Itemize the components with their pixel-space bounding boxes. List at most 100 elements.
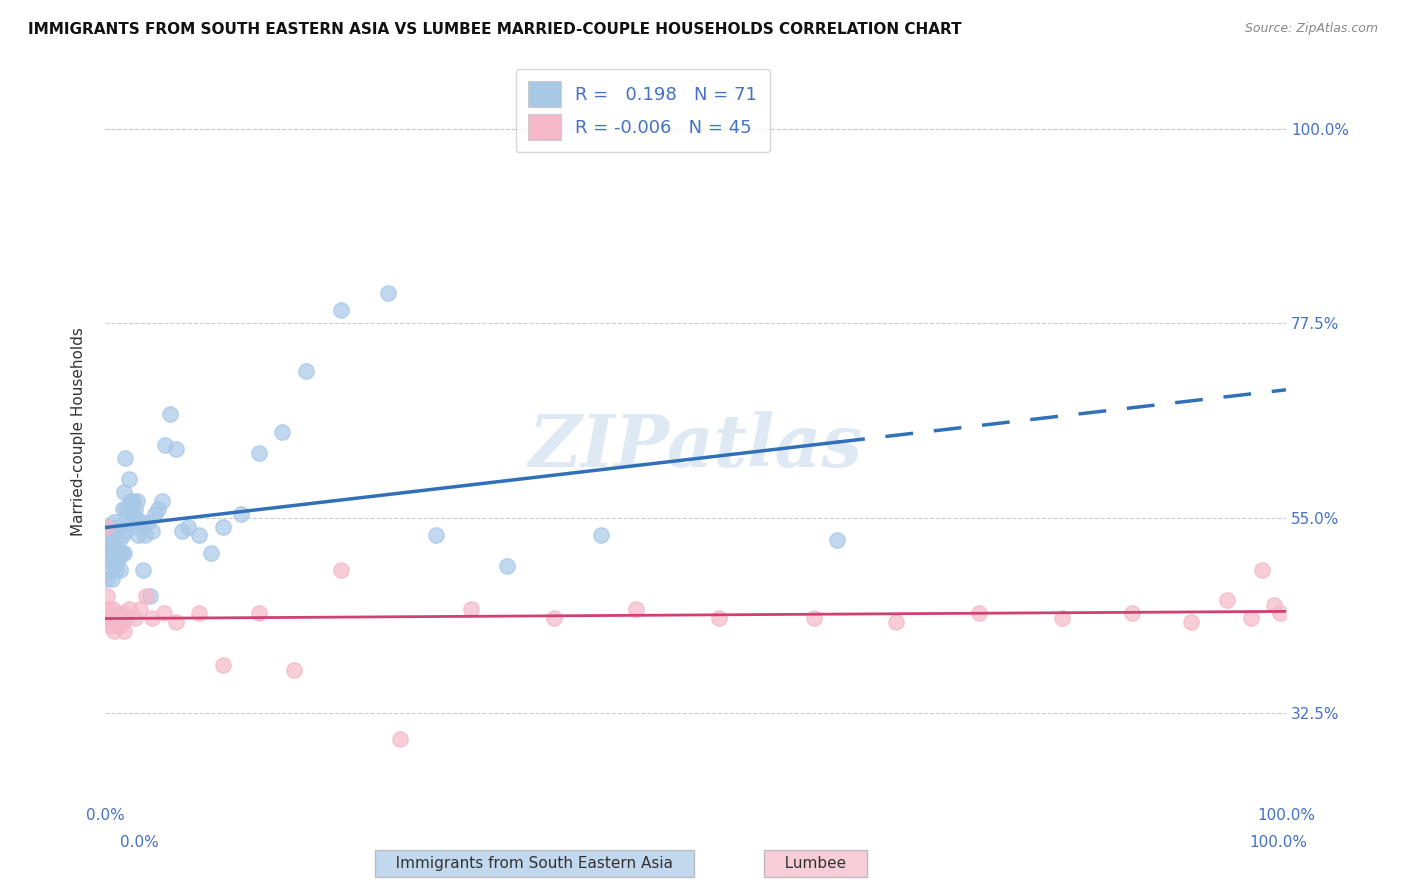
Point: [120, 507, 142, 521]
Point: [101, 537, 124, 551]
Point: [110, 546, 132, 560]
Point: [134, 528, 156, 542]
Point: [125, 493, 148, 508]
Point: [626, 602, 648, 616]
Point: [247, 446, 270, 460]
Point: [104, 541, 127, 556]
Point: [100, 610, 122, 624]
Point: [108, 550, 131, 565]
Point: [97, 602, 120, 616]
Point: [543, 610, 565, 624]
Point: [294, 364, 316, 378]
Point: [1251, 563, 1274, 577]
Point: [103, 516, 125, 530]
Text: IMMIGRANTS FROM SOUTH EASTERN ASIA VS LUMBEE MARRIED-COUPLE HOUSEHOLDS CORRELATI: IMMIGRANTS FROM SOUTH EASTERN ASIA VS LU…: [28, 22, 962, 37]
Point: [97, 520, 120, 534]
Point: [115, 502, 138, 516]
Point: [153, 607, 176, 621]
Point: [135, 589, 157, 603]
Point: [96, 572, 118, 586]
Point: [967, 607, 990, 621]
Point: [103, 602, 125, 616]
Point: [98, 554, 121, 568]
Point: [104, 610, 127, 624]
Point: [176, 520, 198, 534]
Point: [1268, 607, 1291, 621]
Point: [107, 520, 129, 534]
Point: [112, 624, 135, 638]
Point: [1121, 607, 1143, 621]
Point: [1263, 598, 1285, 612]
Point: [141, 524, 163, 538]
Point: [124, 502, 146, 516]
Point: [105, 615, 128, 629]
Text: Immigrants from South Eastern Asia: Immigrants from South Eastern Asia: [381, 856, 688, 871]
Point: [495, 558, 517, 573]
Point: [884, 615, 907, 629]
Text: Source: ZipAtlas.com: Source: ZipAtlas.com: [1244, 22, 1378, 36]
Point: [212, 658, 235, 673]
Point: [121, 516, 143, 530]
Point: [188, 528, 211, 542]
Point: [330, 303, 353, 318]
Point: [271, 425, 294, 439]
Point: [141, 610, 163, 624]
Point: [707, 610, 730, 624]
Point: [110, 615, 132, 629]
Point: [110, 610, 132, 624]
Point: [98, 619, 121, 633]
Point: [110, 563, 132, 577]
Point: [188, 607, 211, 621]
Point: [1050, 610, 1073, 624]
Point: [330, 563, 353, 577]
Point: [108, 619, 131, 633]
Point: [165, 442, 187, 456]
Point: [165, 615, 187, 629]
Point: [377, 286, 399, 301]
Point: [96, 537, 118, 551]
Point: [170, 524, 193, 538]
Legend: R =   0.198   N = 71, R = -0.006   N = 45: R = 0.198 N = 71, R = -0.006 N = 45: [516, 69, 769, 153]
Point: [212, 520, 235, 534]
Point: [159, 407, 181, 421]
Point: [107, 615, 129, 629]
Point: [139, 589, 162, 603]
Point: [283, 663, 305, 677]
Point: [98, 528, 121, 542]
Text: Lumbee: Lumbee: [770, 856, 860, 871]
Point: [107, 546, 129, 560]
Point: [1180, 615, 1202, 629]
Point: [117, 472, 139, 486]
Point: [460, 602, 482, 616]
Point: [104, 563, 127, 577]
Point: [132, 563, 155, 577]
Point: [1216, 593, 1239, 607]
Point: [115, 610, 138, 624]
Point: [200, 546, 222, 560]
Y-axis label: Married-couple Households: Married-couple Households: [72, 327, 86, 536]
Point: [112, 485, 135, 500]
Point: [111, 528, 134, 542]
Point: [117, 602, 139, 616]
Point: [118, 493, 141, 508]
Point: [108, 533, 131, 547]
Point: [825, 533, 848, 547]
Point: [1239, 610, 1261, 624]
Point: [114, 524, 136, 538]
Point: [155, 437, 177, 451]
Point: [129, 516, 152, 530]
Point: [146, 502, 169, 516]
Point: [103, 528, 125, 542]
Point: [150, 493, 173, 508]
Point: [112, 546, 135, 560]
Point: [96, 520, 118, 534]
Point: [111, 502, 134, 516]
Point: [122, 493, 145, 508]
Point: [103, 546, 125, 560]
Point: [803, 610, 825, 624]
Point: [101, 615, 124, 629]
Point: [389, 731, 412, 746]
Text: 100.0%: 100.0%: [1250, 836, 1308, 850]
Point: [96, 589, 118, 603]
Point: [129, 602, 152, 616]
